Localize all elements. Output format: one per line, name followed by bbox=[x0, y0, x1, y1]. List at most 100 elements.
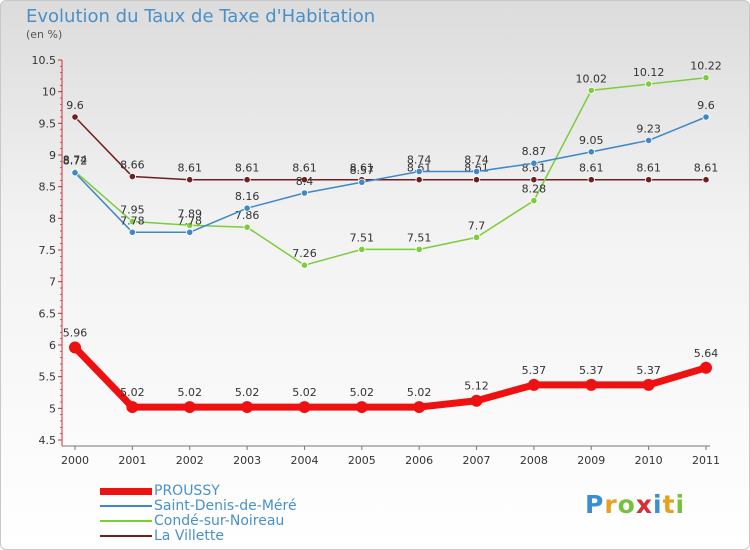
data-label: 5.02 bbox=[407, 386, 432, 399]
data-label: 7.89 bbox=[177, 207, 202, 220]
series-line bbox=[74, 116, 707, 181]
chart-title: Evolution du Taux de Taxe d'Habitation bbox=[26, 6, 376, 27]
series-line bbox=[74, 116, 707, 234]
data-point bbox=[702, 113, 710, 121]
data-point bbox=[645, 176, 653, 184]
data-label: 5.37 bbox=[636, 364, 661, 377]
logo-letter: i bbox=[653, 490, 663, 519]
legend-swatch bbox=[100, 505, 152, 507]
data-label: 8.74 bbox=[407, 153, 432, 166]
x-tick-label: 2007 bbox=[463, 454, 491, 467]
data-label: 9.23 bbox=[636, 122, 661, 135]
data-label: 5.12 bbox=[464, 380, 489, 393]
y-tick-label: 5 bbox=[49, 402, 56, 415]
data-label: 5.96 bbox=[63, 327, 88, 340]
data-point bbox=[587, 176, 595, 184]
series-proussy: 5.96 5.02 5.02 5.02 5.02 5.02 5.02 5.12 5.37 5.37… bbox=[63, 327, 719, 414]
x-tick-label: 2010 bbox=[635, 454, 663, 467]
data-label: 5.02 bbox=[350, 386, 375, 399]
x-tick-label: 2006 bbox=[405, 454, 433, 467]
data-label: 5.02 bbox=[120, 386, 145, 399]
y-tick-label: 7 bbox=[49, 276, 56, 289]
data-label: 8.74 bbox=[464, 153, 489, 166]
data-label: 5.02 bbox=[177, 386, 202, 399]
logo-letter: i bbox=[675, 490, 686, 519]
data-point bbox=[702, 176, 710, 184]
data-point bbox=[69, 341, 81, 354]
data-label: 5.02 bbox=[292, 386, 317, 399]
data-label: 5.64 bbox=[694, 347, 719, 360]
data-point bbox=[355, 401, 368, 414]
data-point bbox=[415, 167, 423, 176]
data-point bbox=[71, 169, 79, 177]
data-label: 8.87 bbox=[522, 145, 547, 158]
data-point bbox=[530, 176, 538, 184]
data-label: 10.02 bbox=[576, 72, 608, 85]
x-tick-label: 2001 bbox=[118, 454, 146, 467]
y-tick-label: 6.5 bbox=[39, 307, 57, 320]
data-label: 8.16 bbox=[235, 190, 260, 203]
data-label: 8.61 bbox=[292, 162, 317, 175]
data-point bbox=[126, 401, 139, 414]
data-point bbox=[358, 178, 366, 186]
data-point bbox=[243, 223, 251, 231]
data-point bbox=[300, 261, 309, 269]
data-point bbox=[186, 228, 194, 236]
x-tick-label: 2003 bbox=[233, 454, 261, 467]
data-label: 7.86 bbox=[235, 209, 260, 222]
data-label: 8.61 bbox=[636, 162, 661, 175]
x-tick-label: 2011 bbox=[692, 454, 720, 467]
legend-label: Condé-sur-Noireau bbox=[154, 513, 285, 529]
data-label: 8.61 bbox=[235, 162, 260, 175]
y-tick-label: 10 bbox=[42, 86, 56, 99]
data-point bbox=[186, 221, 194, 229]
y-tick-label: 9.5 bbox=[39, 117, 57, 130]
data-point bbox=[645, 136, 653, 145]
logo-letter: r bbox=[604, 490, 618, 519]
data-point bbox=[300, 189, 309, 197]
data-point bbox=[702, 74, 710, 82]
x-tick-label: 2005 bbox=[348, 454, 376, 467]
data-label: 8.28 bbox=[522, 183, 547, 196]
data-label: 8.57 bbox=[350, 164, 375, 177]
data-point bbox=[470, 394, 483, 407]
series-line bbox=[71, 344, 710, 411]
chart-unit-label: (en %) bbox=[26, 28, 63, 41]
data-label: 8.74 bbox=[63, 153, 88, 166]
data-point bbox=[183, 401, 196, 414]
data-point bbox=[241, 401, 254, 414]
data-point bbox=[128, 228, 136, 236]
y-tick-label: 6 bbox=[49, 339, 56, 352]
data-point bbox=[186, 176, 194, 184]
data-point bbox=[413, 401, 426, 414]
data-label: 5.37 bbox=[579, 364, 604, 377]
data-point bbox=[530, 197, 538, 205]
data-label: 7.51 bbox=[407, 231, 432, 244]
series-line bbox=[74, 76, 707, 266]
y-tick-label: 8.5 bbox=[39, 181, 57, 194]
data-label: 7.78 bbox=[120, 214, 145, 227]
logo-letter: t bbox=[662, 490, 676, 519]
logo-letter: x bbox=[635, 490, 653, 519]
data-label: 7.26 bbox=[292, 247, 317, 260]
data-label: 8.61 bbox=[579, 162, 604, 175]
data-label: 9.6 bbox=[66, 99, 84, 112]
data-label: 5.37 bbox=[522, 364, 547, 377]
data-point bbox=[587, 86, 595, 95]
data-point bbox=[642, 378, 655, 391]
legend-label: PROUSSY bbox=[154, 483, 220, 499]
x-tick-label: 2000 bbox=[61, 454, 89, 467]
data-point bbox=[472, 167, 481, 176]
data-label: 7.7 bbox=[468, 219, 486, 232]
data-point bbox=[71, 113, 79, 121]
data-label: 5.02 bbox=[235, 386, 260, 399]
data-label: 7.95 bbox=[120, 204, 145, 217]
data-label: 8.66 bbox=[120, 159, 145, 172]
y-tick-label: 7.5 bbox=[39, 244, 57, 257]
data-point bbox=[645, 80, 653, 88]
data-label: 10.22 bbox=[690, 60, 722, 73]
y-tick-label: 4.5 bbox=[39, 434, 57, 447]
data-point bbox=[472, 233, 481, 241]
series-la-villette: 9.68.668.618.618.618.618.618.618.618.618… bbox=[66, 99, 718, 184]
